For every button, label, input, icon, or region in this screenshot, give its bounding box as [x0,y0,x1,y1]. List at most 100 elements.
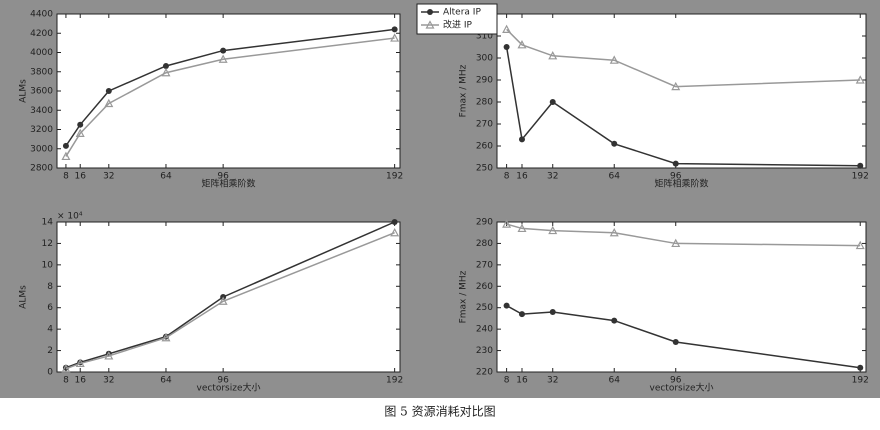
marker [672,160,679,167]
legend-label: 改进 IP [443,19,473,31]
legend-box [416,3,498,35]
x-tick-label: 64 [609,172,621,182]
y-tick-label: 3400 [30,106,53,116]
y-tick-label: 4000 [30,48,53,58]
axes-background [496,13,867,169]
marker [518,136,525,143]
y-axis-label: Fmax / MHz [459,64,469,117]
x-tick-label: 96 [217,172,229,182]
y-tick-label: 3200 [30,125,53,135]
marker [672,339,679,345]
marker [161,332,171,342]
marker [61,151,71,161]
marker [104,351,114,360]
y-multiplier: × 10⁴ [57,212,83,222]
x-tick-label: 96 [670,376,682,386]
marker [517,40,527,49]
marker [548,225,558,235]
x-tick-label: 16 [74,376,86,386]
marker [220,47,227,54]
x-tick-label: 16 [516,172,528,182]
x-tick-label: 32 [547,376,558,386]
marker [75,128,85,137]
series-line [65,37,395,157]
x-tick-label: 16 [516,376,528,386]
x-tick-label: 192 [386,376,403,386]
y-tick-label: 3800 [30,67,53,77]
marker [549,99,556,105]
marker [77,121,84,128]
x-tick-label: 8 [504,376,510,386]
x-tick-label: 64 [160,172,172,182]
y-tick-label: 4400 [30,10,53,20]
series-line [506,28,861,88]
y-tick-label: 14 [42,218,54,228]
y-tick-label: 240 [476,325,493,335]
x-tick-label: 8 [63,172,69,182]
marker [609,227,619,237]
marker [609,55,619,64]
x-axis-label: vectorsize大小 [197,382,261,394]
y-tick-label: 270 [476,120,493,130]
y-tick-label: 230 [476,346,493,356]
y-tick-label: 12 [42,239,53,249]
marker [390,227,400,237]
marker [855,75,865,84]
y-tick-label: 8 [47,282,53,292]
x-axis-label: 矩阵相乘阶数 [201,178,255,190]
marker [517,223,527,233]
marker [218,296,228,305]
y-tick-label: 250 [476,164,493,174]
x-tick-label: 96 [217,376,229,386]
axes-background [56,221,401,373]
marker [549,309,556,315]
marker [611,140,618,147]
y-tick-label: 290 [476,76,493,86]
marker [104,98,114,108]
y-tick-label: 6 [47,303,53,313]
marker [503,44,510,50]
x-tick-label: 32 [103,376,114,386]
axes-background [496,221,867,373]
marker [671,238,681,248]
marker [75,358,85,368]
marker [611,317,618,324]
y-tick-label: 3000 [30,144,53,154]
marker [391,26,398,33]
y-axis-label: ALMs [19,79,29,103]
marker [162,62,169,69]
y-tick-label: 0 [47,368,53,378]
marker [503,302,510,309]
x-tick-label: 192 [852,172,869,182]
marker [427,9,433,15]
x-axis-label: 矩阵相乘阶数 [654,178,708,190]
series-line [65,28,395,147]
x-tick-label: 32 [103,172,114,182]
x-tick-label: 192 [386,172,403,182]
marker [62,142,69,149]
y-tick-label: 260 [476,282,493,292]
series-line [506,223,861,247]
x-tick-label: 8 [504,172,510,182]
y-tick-label: 300 [476,54,493,64]
y-tick-label: 270 [476,260,493,270]
marker [425,20,435,29]
x-tick-label: 192 [852,376,869,386]
marker [671,81,681,91]
y-tick-label: 3600 [30,87,53,97]
y-tick-label: 220 [476,368,493,378]
marker [391,219,398,225]
marker [548,51,558,60]
marker [857,364,864,371]
y-axis-label: Fmax / MHz [459,270,469,323]
y-tick-label: 280 [476,98,493,108]
y-tick-label: 10 [42,260,54,270]
x-tick-label: 16 [74,172,86,182]
marker [105,88,112,94]
marker [502,219,512,228]
caption: 图 5 资源消耗对比图 [384,405,495,419]
y-tick-label: 310 [476,32,493,42]
y-tick-label: 260 [476,142,493,152]
